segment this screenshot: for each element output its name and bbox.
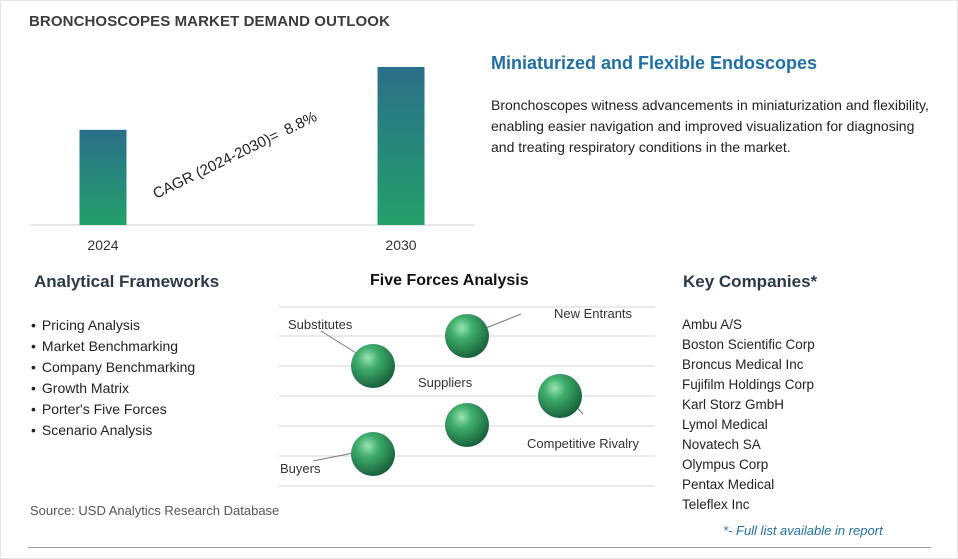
frameworks-list: Pricing Analysis Market Benchmarking Com… — [31, 315, 195, 441]
list-item: Porter's Five Forces — [31, 399, 195, 420]
sphere-suppliers — [445, 403, 489, 447]
force-label-new-entrants: New Entrants — [554, 306, 633, 321]
bars — [79, 67, 425, 225]
bar-chart: 2024 2030 CAGR (2024-2030)=8.8% — [31, 67, 475, 253]
list-item: Boston Scientific Corp — [682, 337, 815, 352]
x-tick-labels: 2024 2030 — [87, 237, 416, 253]
companies-title: Key Companies* — [683, 272, 818, 291]
force-label-substitutes: Substitutes — [288, 317, 353, 332]
list-item: Broncus Medical Inc — [682, 357, 804, 372]
x-tick-label: 2030 — [385, 237, 416, 253]
companies-list: Ambu A/S Boston Scientific Corp Broncus … — [682, 315, 815, 515]
list-item: Teleflex Inc — [682, 497, 750, 512]
list-item: Pricing Analysis — [31, 315, 195, 336]
source-text: Source: USD Analytics Research Database — [30, 503, 280, 518]
forces-title: Five Forces Analysis — [370, 272, 529, 289]
list-item: Pentax Medical — [682, 477, 775, 492]
sphere-new-entrants — [445, 314, 489, 358]
sphere-buyers — [351, 432, 395, 476]
list-item: Market Benchmarking — [31, 336, 195, 357]
x-tick-label: 2024 — [87, 237, 118, 253]
list-item: Fujifilm Holdings Corp — [682, 377, 815, 392]
sphere-substitutes — [351, 344, 395, 388]
bar-2030 — [377, 67, 425, 225]
list-item: Olympus Corp — [682, 457, 769, 472]
sphere-competitive-rivalry — [538, 374, 582, 418]
cagr-value: 8.8% — [282, 108, 320, 138]
feature-text: Bronchoscopes witness advancements in mi… — [491, 97, 929, 155]
list-item: Growth Matrix — [31, 378, 195, 399]
footnote: *- Full list available in report — [723, 523, 883, 538]
five-forces-diagram: Substitutes New Entrants Suppliers Compe… — [279, 306, 655, 487]
bottom-divider — [28, 547, 931, 548]
list-item: Karl Storz GmbH — [682, 397, 785, 412]
cagr-label-text: CAGR (2024-2030)= — [150, 127, 282, 203]
list-item: Scenario Analysis — [31, 420, 195, 441]
cagr-label: CAGR (2024-2030)=8.8% — [150, 108, 319, 202]
list-item: Ambu A/S — [682, 317, 743, 332]
force-label-buyers: Buyers — [280, 461, 321, 476]
frameworks-title: Analytical Frameworks — [34, 272, 220, 291]
list-item: Lymol Medical — [682, 417, 768, 432]
list-item: Novatech SA — [682, 437, 761, 452]
chart-title: BRONCHOSCOPES MARKET DEMAND OUTLOOK — [29, 13, 391, 30]
list-item: Company Benchmarking — [31, 357, 195, 378]
force-label-suppliers: Suppliers — [418, 375, 473, 390]
force-label-competitive-rivalry: Competitive Rivalry — [527, 436, 639, 451]
feature-title: Miniaturized and Flexible Endoscopes — [491, 53, 818, 73]
bar-2024 — [79, 129, 127, 225]
